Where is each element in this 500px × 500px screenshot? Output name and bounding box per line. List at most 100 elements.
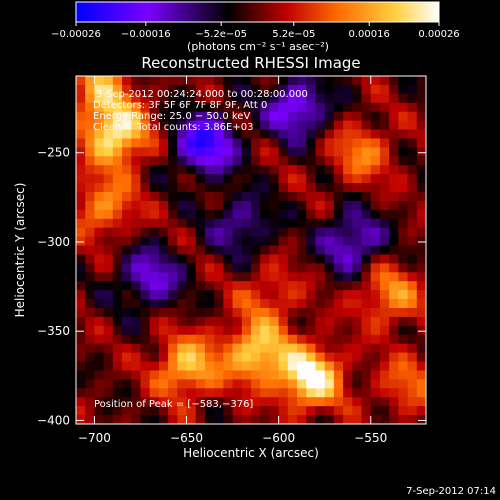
heatmap-cell: [379, 111, 390, 122]
heatmap-cell: [398, 129, 409, 140]
heatmap-cell: [186, 406, 197, 416]
heatmap-cell: [361, 388, 372, 398]
heatmap-cell: [149, 325, 160, 336]
observation-annotations: 3‑Sep‑2012 00:24:24.000 to 00:28:00.000 …: [93, 89, 308, 133]
heatmap-cell: [186, 129, 197, 140]
heatmap-cell: [122, 370, 132, 380]
heatmap-cell: [278, 415, 289, 424]
heatmap-cell: [324, 84, 335, 95]
heatmap-cell: [251, 254, 261, 264]
heatmap-cell: [158, 272, 169, 282]
heatmap-cell: [85, 343, 96, 354]
heatmap-cell: [324, 111, 335, 122]
heatmap-cell: [94, 200, 105, 211]
heatmap-cell: [251, 218, 261, 229]
heatmap-cell: [85, 290, 96, 300]
heatmap-cell: [204, 200, 215, 211]
heatmap-cell: [76, 174, 86, 184]
heatmap-cell: [223, 263, 234, 273]
heatmap-cell: [389, 325, 399, 336]
heatmap-cell: [122, 415, 132, 424]
heatmap-cell: [361, 93, 372, 104]
heatmap-cell: [131, 227, 142, 238]
heatmap-cell: [177, 218, 188, 229]
heatmap-cell: [112, 379, 123, 389]
heatmap-cell: [122, 299, 132, 309]
heatmap-cell: [76, 165, 86, 175]
heatmap-cell: [168, 263, 178, 273]
heatmap-cell: [103, 120, 114, 131]
heatmap-cell: [361, 183, 372, 193]
heatmap-cell: [416, 218, 426, 229]
heatmap-cell: [287, 254, 298, 264]
heatmap-cell: [158, 138, 169, 148]
heatmap-cell: [94, 165, 105, 175]
heatmap-cell: [352, 218, 363, 229]
heatmap-cell: [306, 334, 317, 345]
heatmap-cell: [112, 308, 123, 318]
heatmap-cell: [214, 102, 224, 113]
heatmap-cell: [204, 397, 215, 407]
heatmap-cell: [269, 84, 280, 95]
heatmap-cell: [278, 84, 289, 95]
heatmap-cell: [260, 397, 271, 407]
heatmap-cell: [269, 165, 280, 175]
heatmap-cell: [85, 93, 96, 104]
heatmap-cell: [297, 352, 307, 363]
heatmap-cell: [407, 129, 418, 140]
heatmap-cell: [352, 397, 363, 407]
heatmap-cell: [251, 379, 261, 389]
heatmap-cell: [416, 406, 426, 416]
heatmap-cell: [352, 299, 363, 309]
heatmap-cell: [158, 379, 169, 389]
heatmap-cell: [204, 290, 215, 300]
heatmap-cell: [214, 334, 224, 345]
heatmap-cell: [407, 76, 418, 86]
heatmap-cell: [122, 209, 132, 220]
heatmap-cell: [324, 93, 335, 104]
heatmap-cell: [149, 334, 160, 345]
heatmap-cell: [315, 147, 326, 157]
heatmap-cell: [131, 111, 142, 122]
heatmap-cell: [251, 361, 261, 372]
heatmap-cell: [379, 290, 390, 300]
heatmap-cell: [269, 209, 280, 220]
heatmap-cell: [306, 218, 317, 229]
heatmap-cell: [214, 397, 224, 407]
heatmap-cell: [287, 397, 298, 407]
heatmap-cell: [379, 415, 390, 424]
heatmap-cell: [140, 325, 151, 336]
heatmap-cell: [333, 379, 344, 389]
heatmap-cell: [306, 415, 317, 424]
heatmap-cell: [131, 156, 142, 166]
heatmap-cell: [168, 397, 178, 407]
heatmap-cell: [343, 388, 353, 398]
heatmap-cell: [352, 138, 363, 148]
heatmap-cell: [370, 406, 381, 416]
heatmap-cell: [306, 325, 317, 336]
heatmap-cell: [158, 361, 169, 372]
heatmap-cell: [103, 227, 114, 238]
heatmap-cell: [186, 290, 197, 300]
heatmap-cell: [407, 102, 418, 113]
heatmap-cell: [416, 174, 426, 184]
colorbar: −0.00026 −0.00016 −5.2e−05 5.2e−05 0.00016 0.…: [51, 1, 460, 53]
heatmap-cell: [149, 93, 160, 104]
heatmap-cell: [223, 397, 234, 407]
heatmap-cell: [389, 147, 399, 157]
heatmap-cell: [103, 290, 114, 300]
heatmap-cell: [260, 147, 271, 157]
heatmap-cell: [343, 236, 353, 247]
heatmap-cell: [232, 200, 243, 211]
heatmap-cell: [260, 325, 271, 336]
heatmap-cell: [94, 227, 105, 238]
heatmap-cell: [287, 129, 298, 140]
heatmap-cell: [195, 406, 206, 416]
heatmap-cell: [398, 316, 409, 327]
heatmap-cell: [168, 299, 178, 309]
heatmap-cell: [241, 138, 252, 148]
heatmap-cell: [223, 299, 234, 309]
heatmap-cell: [112, 227, 123, 238]
heatmap-cell: [168, 218, 178, 229]
heatmap-cell: [260, 370, 271, 380]
